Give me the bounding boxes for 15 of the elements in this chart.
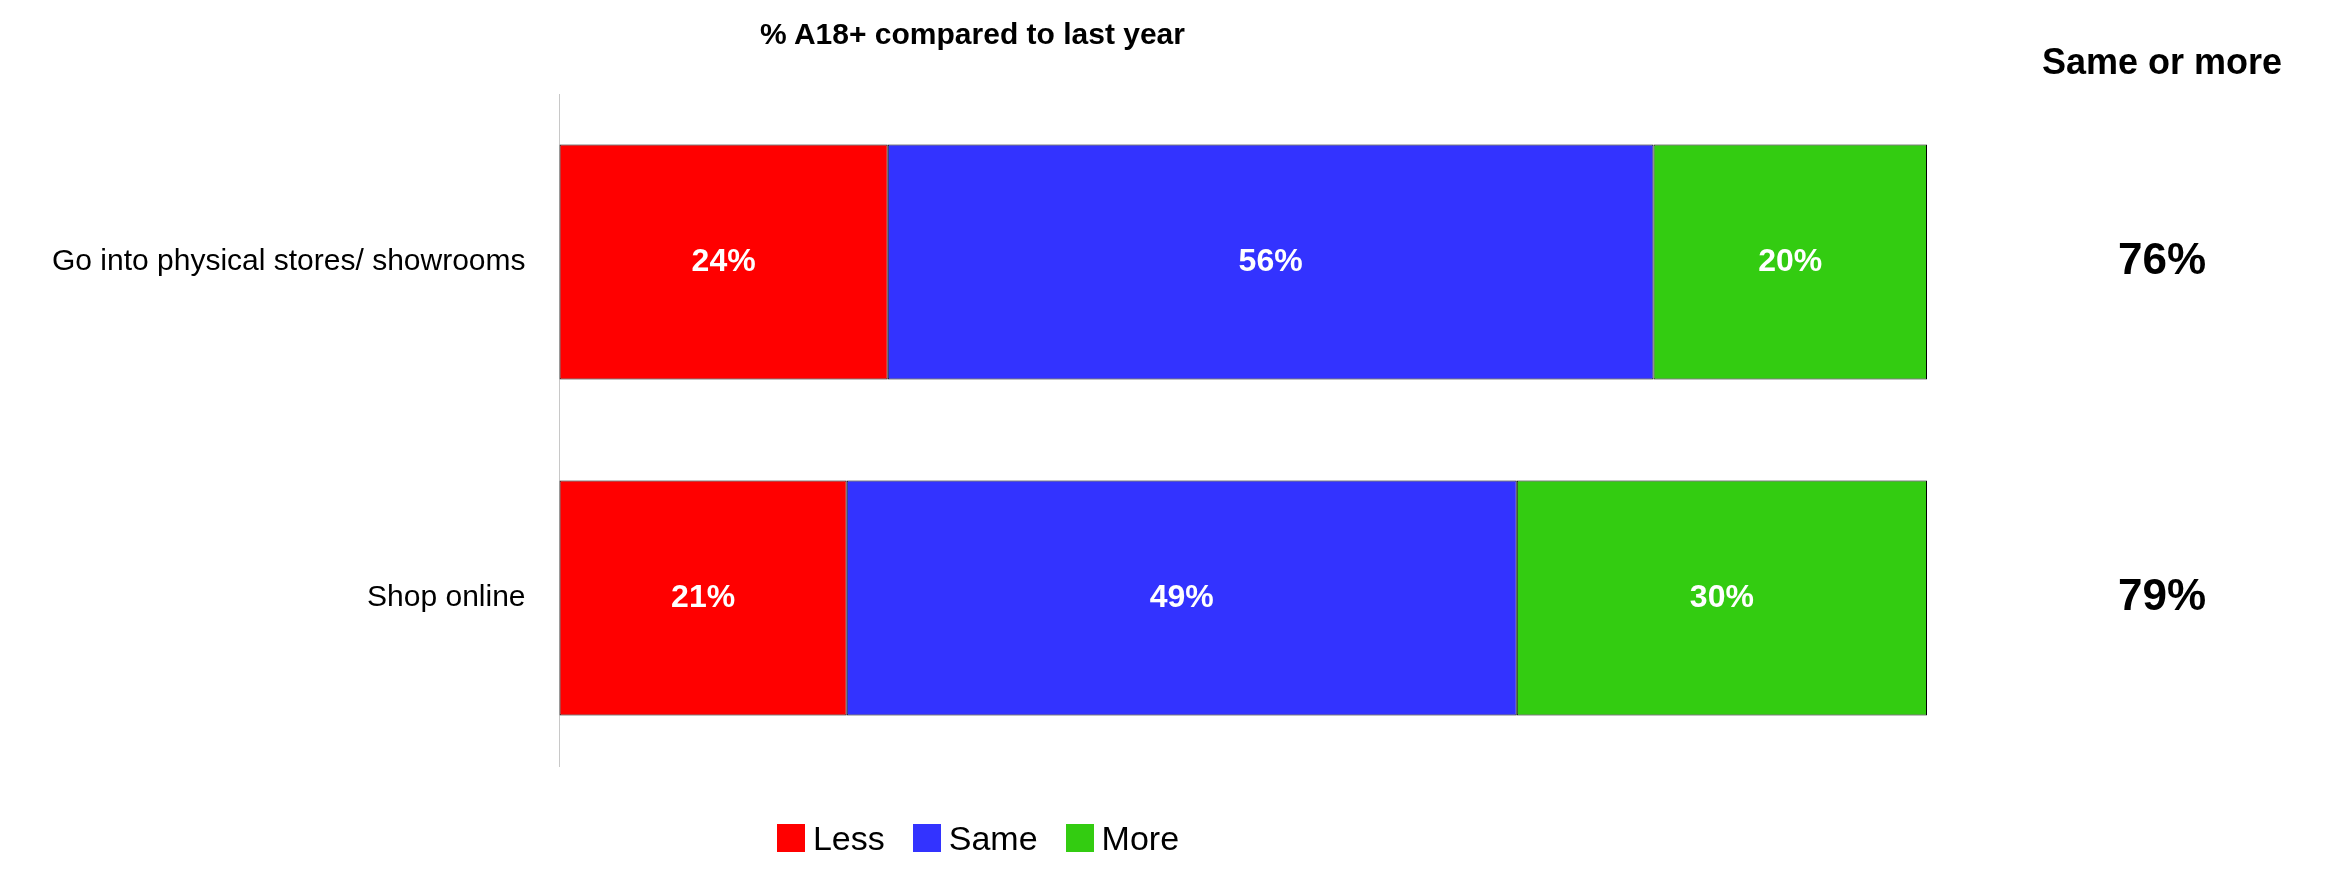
legend-label: More: [1101, 818, 1180, 858]
data-label: 56%: [1238, 241, 1303, 278]
text: Same or more: [2041, 40, 2283, 82]
data-label: 24%: [691, 241, 756, 278]
y-tick-label: Go into physical stores/ showrooms: [51, 243, 526, 277]
data-label: 20%: [1758, 241, 1823, 278]
data-label: 21%: [671, 577, 736, 614]
legend-label: Same: [948, 818, 1038, 858]
y-tick-label: Shop online: [367, 579, 526, 613]
chart-title: % A18+ compared to last year: [760, 17, 1186, 51]
text: 79%: [2117, 570, 2207, 620]
data-label: 30%: [1689, 577, 1754, 614]
data-label: 49%: [1149, 577, 1214, 614]
legend-label: Less: [812, 818, 885, 858]
text: 76%: [2117, 234, 2207, 284]
